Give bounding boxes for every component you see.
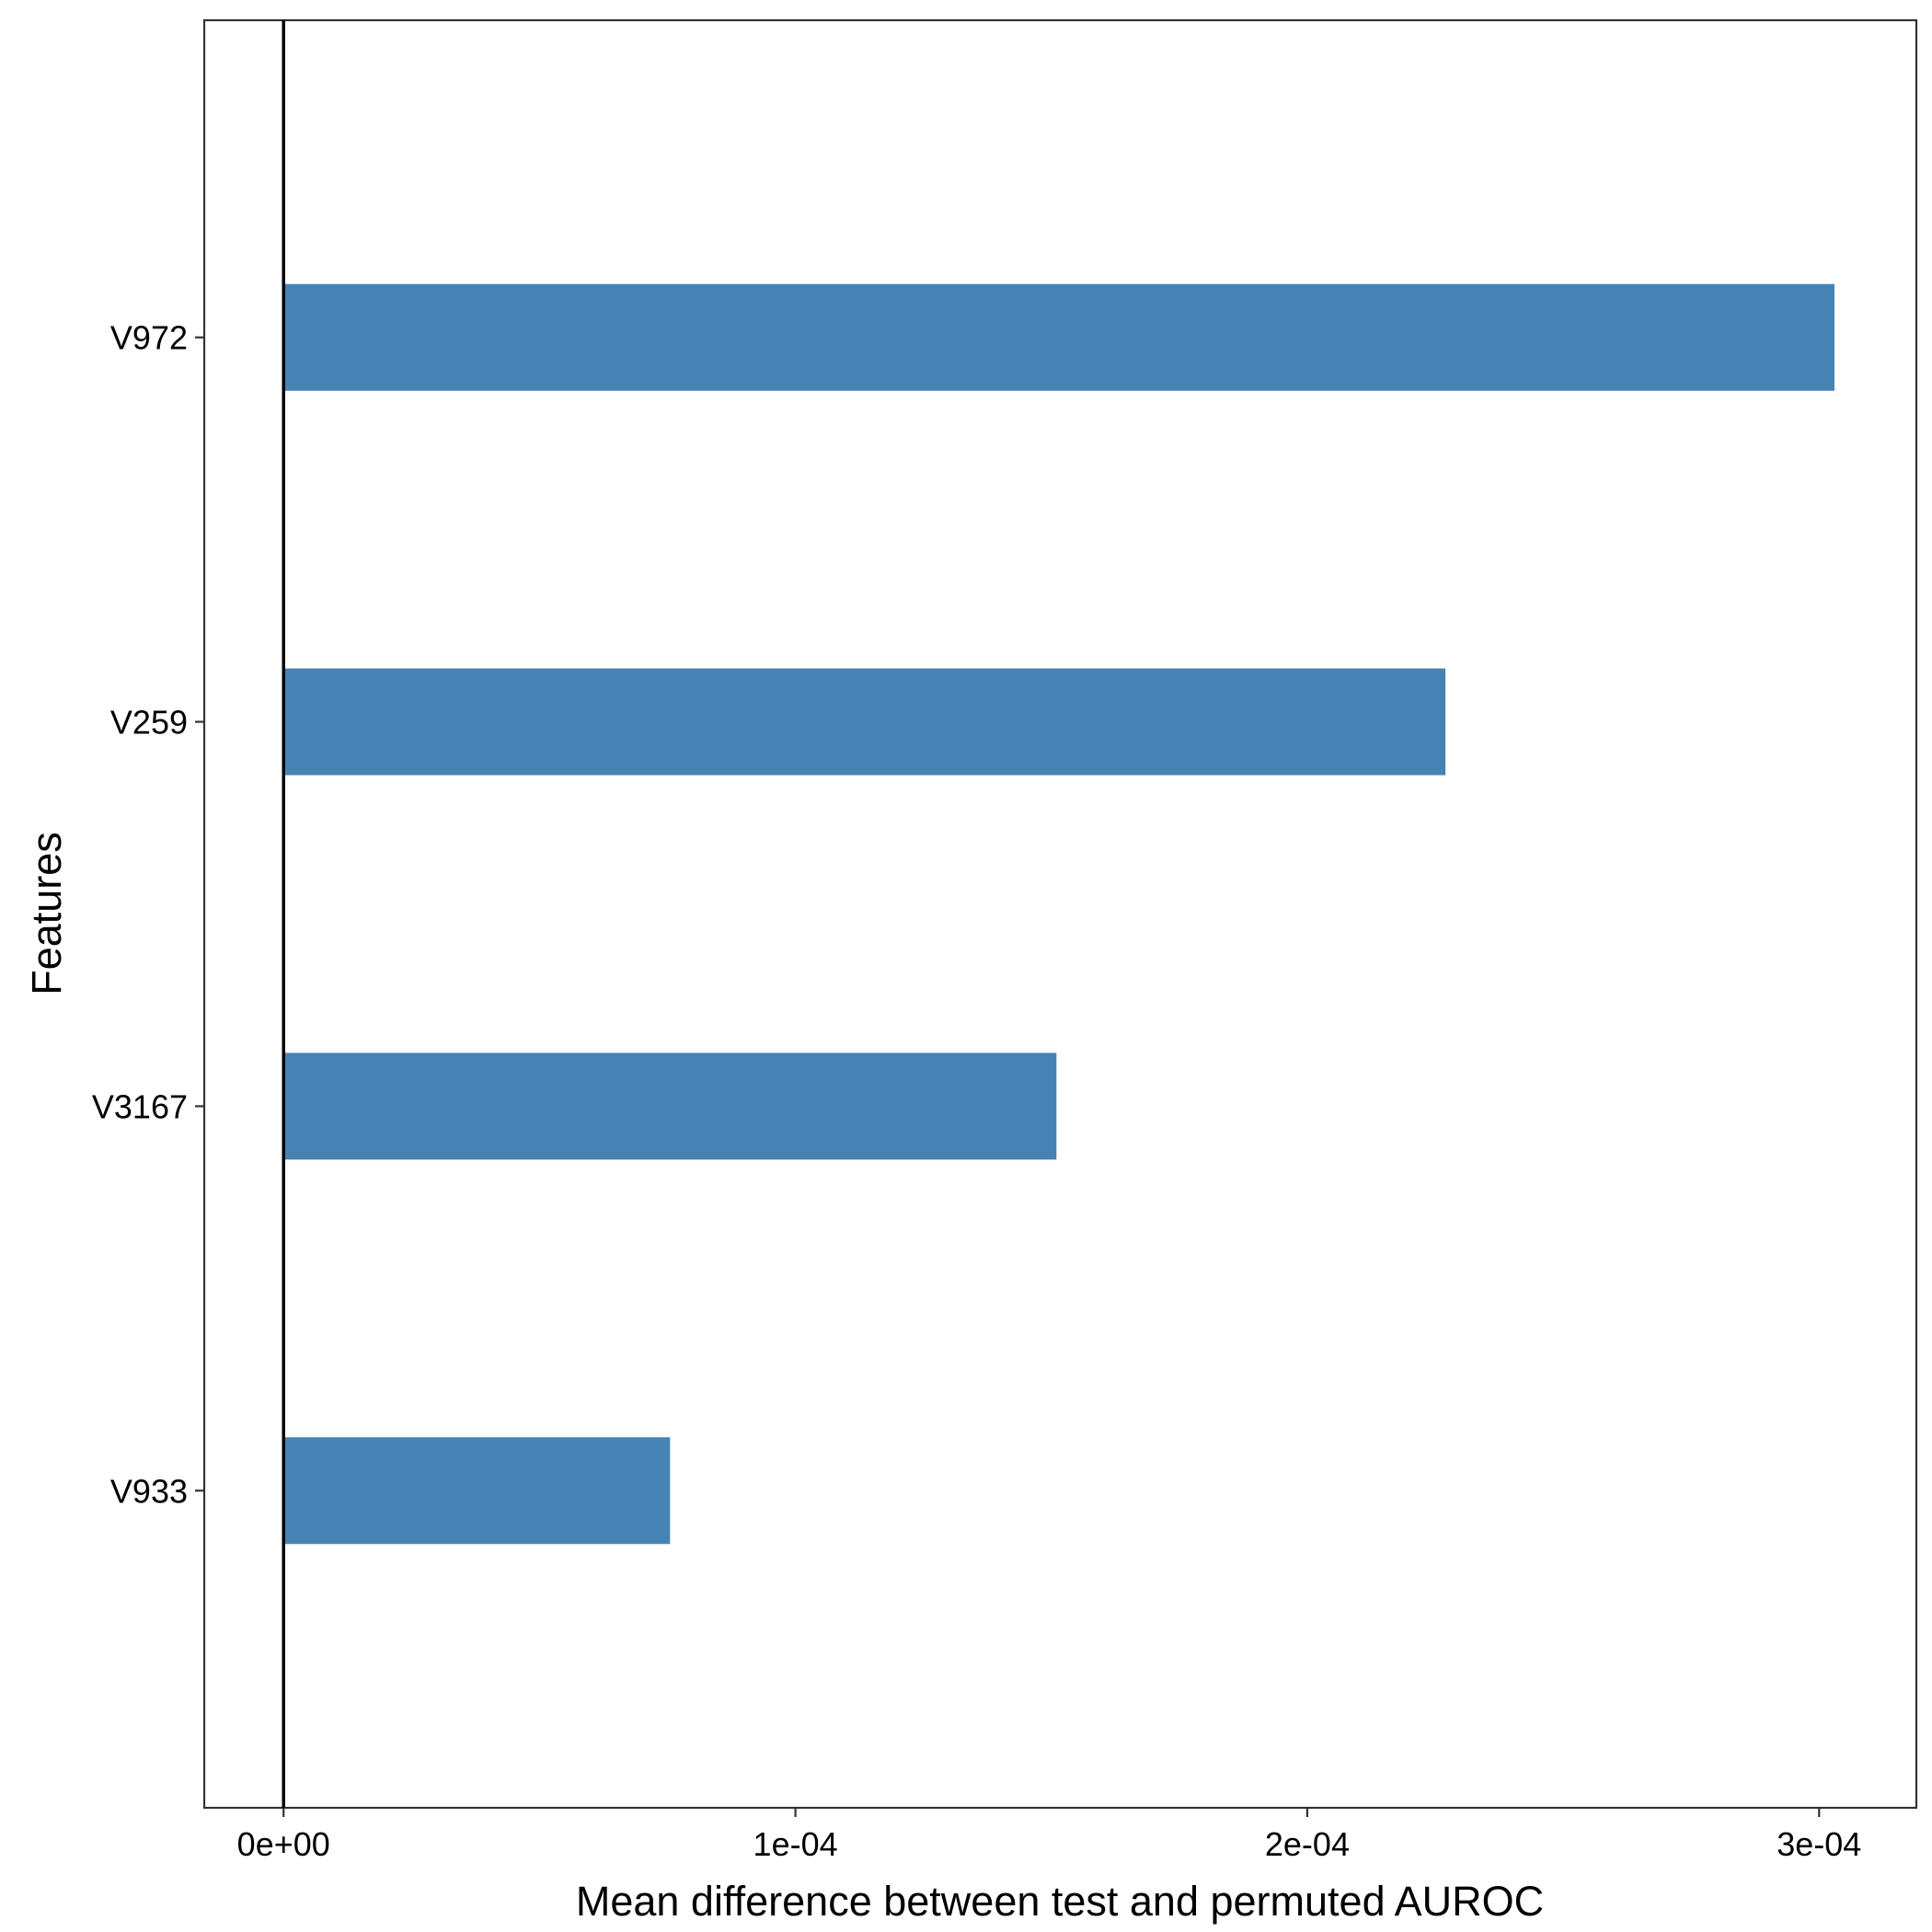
- bar-v3167: [283, 1052, 1057, 1160]
- bars-layer: [283, 283, 1834, 1545]
- x-tick-label: 3e-04: [1777, 1825, 1861, 1863]
- y-tick-label: V972: [110, 319, 188, 357]
- bar-v259: [283, 668, 1446, 776]
- x-axis: 0e+00 1e-04 2e-04 3e-04: [237, 1808, 1861, 1863]
- y-tick-label: V259: [110, 704, 188, 742]
- x-tick-label: 2e-04: [1265, 1825, 1350, 1863]
- plot-panel-border: [202, 18, 1918, 1810]
- x-tick-label: 1e-04: [753, 1825, 838, 1863]
- x-axis-title: Mean difference between test and permute…: [576, 1878, 1544, 1925]
- y-tick-label: V933: [110, 1472, 188, 1510]
- bar-v933: [283, 1437, 671, 1545]
- bar-v972: [283, 283, 1834, 391]
- y-axis-title: Features: [23, 832, 70, 995]
- y-axis: V972 V259 V3167 V933: [92, 319, 204, 1510]
- x-tick-label: 0e+00: [237, 1825, 330, 1863]
- y-tick-label: V3167: [92, 1087, 188, 1125]
